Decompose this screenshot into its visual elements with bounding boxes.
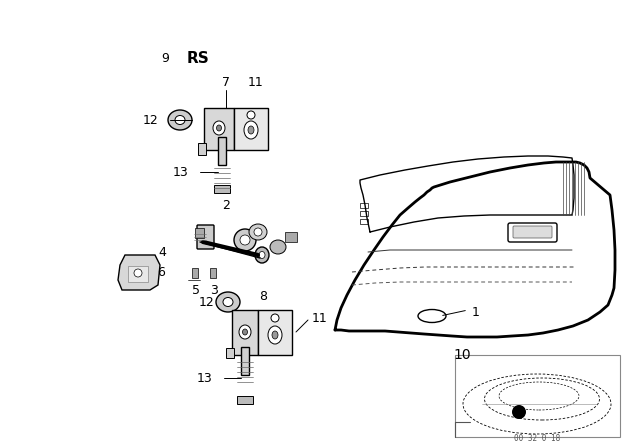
Polygon shape (232, 310, 258, 355)
Ellipse shape (216, 292, 240, 312)
Bar (360, 219, 368, 224)
Text: 10: 10 (453, 348, 471, 362)
Text: 8: 8 (259, 290, 267, 303)
Ellipse shape (134, 269, 142, 277)
Ellipse shape (223, 297, 233, 306)
Bar (214, 185, 230, 193)
Text: 7: 7 (222, 76, 230, 89)
Text: 9: 9 (161, 52, 169, 65)
Ellipse shape (216, 125, 221, 131)
Ellipse shape (268, 326, 282, 344)
Ellipse shape (168, 110, 192, 130)
Text: 2: 2 (222, 198, 230, 211)
Text: 6: 6 (157, 266, 165, 279)
Text: 13: 13 (172, 165, 188, 178)
Polygon shape (118, 255, 160, 290)
Ellipse shape (248, 126, 254, 134)
Ellipse shape (259, 251, 265, 258)
Text: 12: 12 (198, 296, 214, 309)
FancyBboxPatch shape (508, 223, 557, 242)
Bar (360, 203, 368, 208)
Bar (285, 232, 297, 242)
Text: 5: 5 (192, 284, 200, 297)
Text: 12: 12 (142, 113, 158, 126)
Bar (210, 268, 216, 278)
Ellipse shape (270, 240, 286, 254)
Bar (360, 211, 368, 216)
Bar (237, 396, 253, 404)
FancyBboxPatch shape (513, 226, 552, 238)
Bar (218, 137, 226, 165)
Text: RS: RS (187, 51, 209, 65)
Ellipse shape (272, 331, 278, 339)
Text: 11: 11 (248, 76, 264, 89)
Bar (192, 268, 198, 278)
Polygon shape (204, 108, 234, 150)
Ellipse shape (255, 247, 269, 263)
Text: 4: 4 (158, 246, 166, 259)
Ellipse shape (175, 116, 185, 125)
Text: 1: 1 (472, 306, 480, 319)
Ellipse shape (254, 228, 262, 236)
Text: 00 32 0 18: 00 32 0 18 (514, 434, 560, 443)
Bar (195, 228, 204, 238)
Ellipse shape (418, 310, 446, 323)
Polygon shape (234, 108, 268, 150)
Polygon shape (258, 310, 292, 355)
Ellipse shape (234, 229, 256, 251)
Bar (455, 355, 620, 437)
Ellipse shape (247, 111, 255, 119)
Ellipse shape (249, 224, 267, 240)
Bar (241, 347, 249, 375)
Ellipse shape (244, 121, 258, 139)
Bar (198, 143, 206, 155)
Bar (128, 266, 148, 282)
Text: 13: 13 (196, 371, 212, 384)
Ellipse shape (239, 325, 251, 339)
Text: 3: 3 (210, 284, 218, 297)
Ellipse shape (240, 235, 250, 245)
Ellipse shape (271, 314, 279, 322)
Ellipse shape (243, 329, 248, 335)
FancyBboxPatch shape (197, 225, 214, 249)
Ellipse shape (512, 405, 526, 419)
Text: 11: 11 (312, 311, 328, 324)
Bar (226, 348, 234, 358)
Ellipse shape (213, 121, 225, 135)
